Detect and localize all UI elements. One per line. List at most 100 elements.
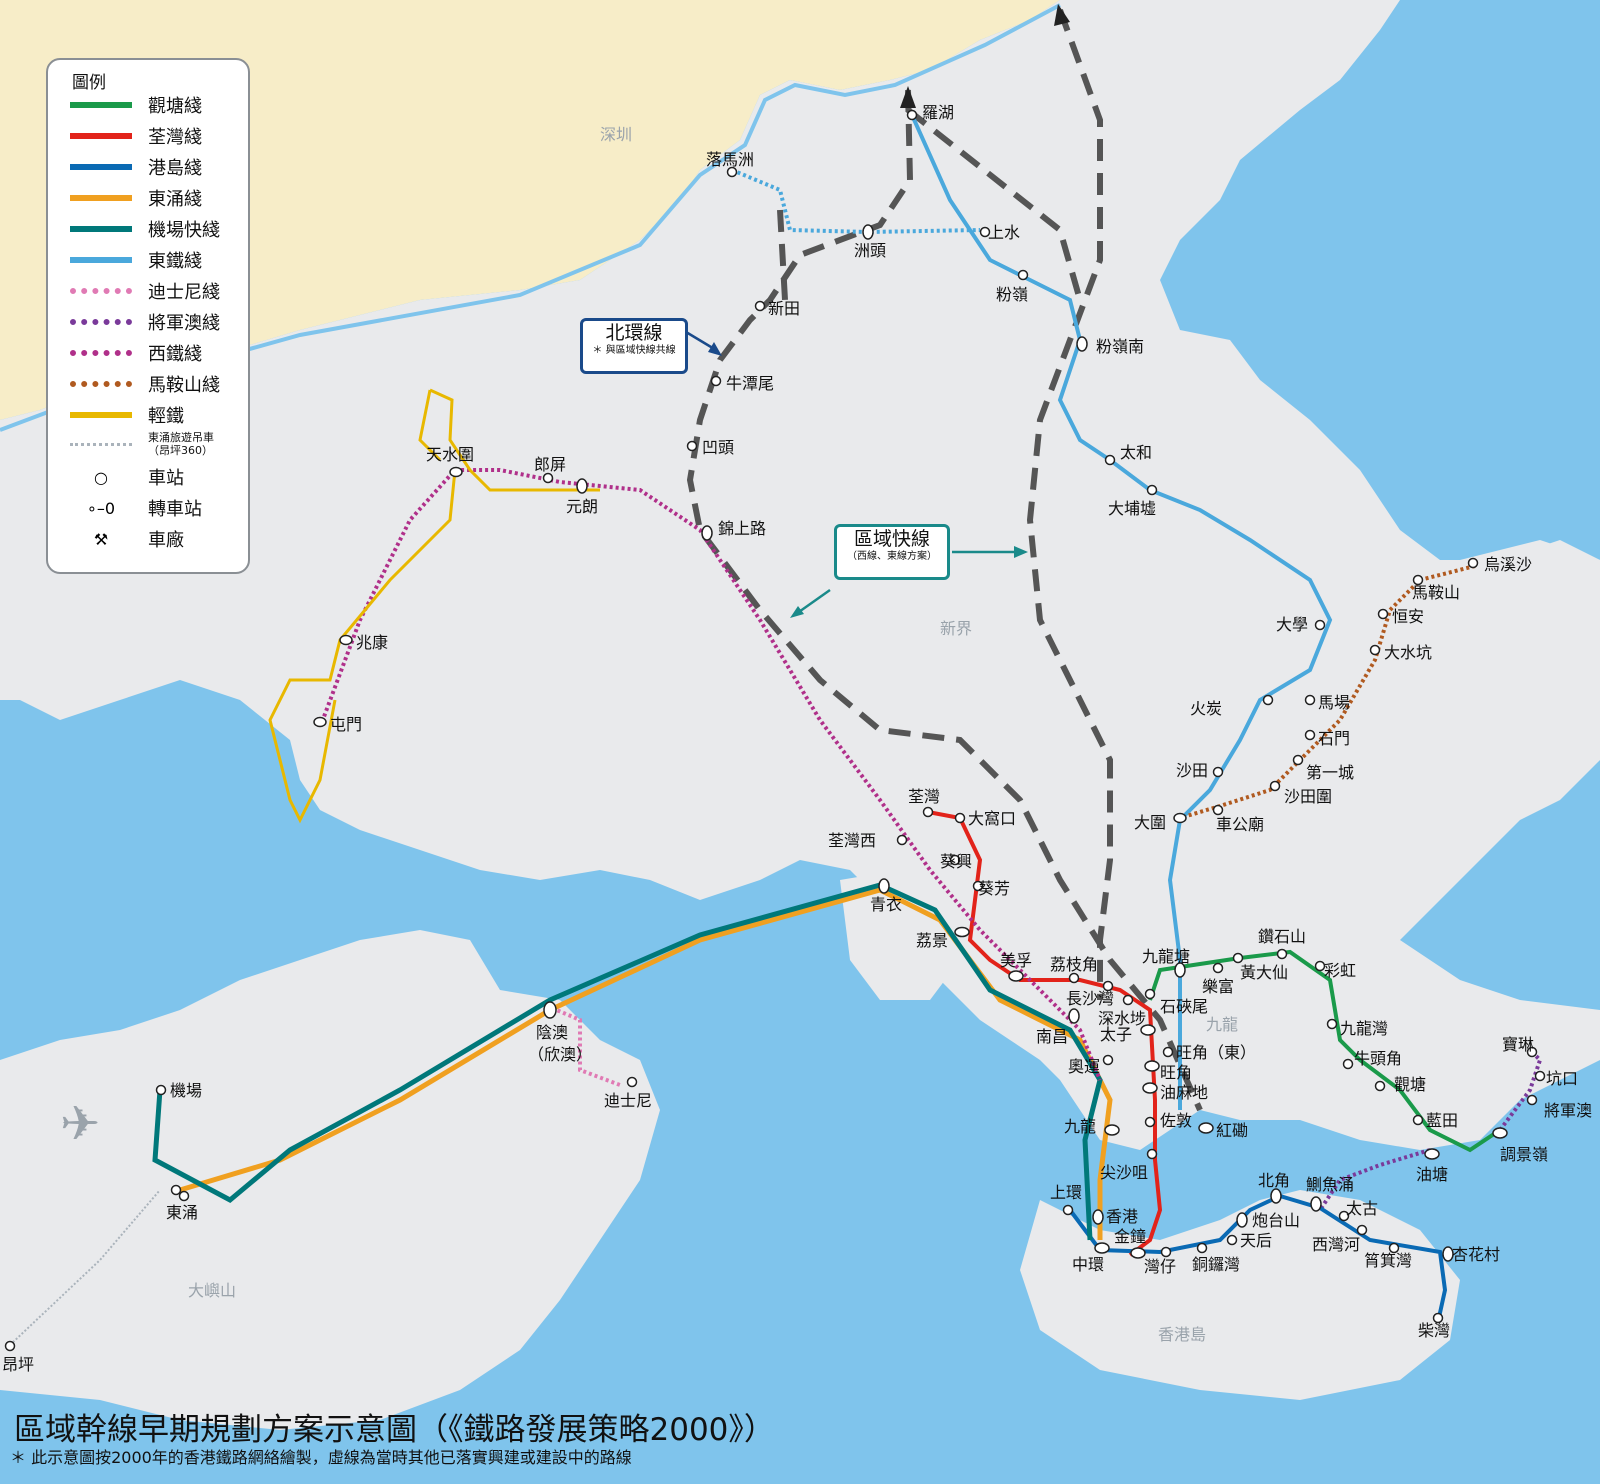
legend-label: 荃灣綫 bbox=[148, 127, 202, 148]
station-admiralty: 金鐘 bbox=[1114, 1227, 1146, 1246]
line-light-rail bbox=[268, 388, 600, 824]
station-lok-ma-chau: 落馬洲 bbox=[706, 150, 754, 169]
station-tai-wai: 大圍 bbox=[1134, 813, 1166, 832]
station-markers bbox=[4, 109, 1546, 1352]
station-kowloon-tong: 九龍塘 bbox=[1142, 947, 1190, 966]
station-tsim-sha-tsui: 尖沙咀 bbox=[1100, 1163, 1148, 1182]
planned-north-loop bbox=[686, 89, 1203, 1112]
station-ngau-tam-mei: 牛潭尾 bbox=[726, 374, 774, 393]
station-fanling: 粉嶺 bbox=[996, 285, 1028, 304]
border-river bbox=[0, 3, 1061, 432]
legend-label-cable-car: 東涌旅遊吊車 （昂坪360） bbox=[148, 431, 214, 457]
line-airport-express bbox=[152, 882, 1103, 1241]
legend-item: 港島綫 bbox=[70, 154, 202, 180]
station-hong-kong: 香港 bbox=[1106, 1207, 1138, 1226]
legend-swatch bbox=[70, 350, 132, 356]
lantau-island bbox=[0, 930, 660, 1430]
legend-item: ○ 車站 bbox=[70, 464, 184, 490]
station-mong-kok: 旺角 bbox=[1160, 1063, 1192, 1082]
station-kowloon-bay: 九龍灣 bbox=[1340, 1019, 1388, 1038]
legend-label: 西鐵綫 bbox=[148, 344, 202, 365]
legend-item: 東鐵綫 bbox=[70, 247, 202, 273]
hong-kong-island bbox=[1020, 1190, 1460, 1400]
station-ma-chang: 馬場 bbox=[1318, 693, 1350, 712]
station-sai-wan-ho: 西灣河 bbox=[1312, 1235, 1360, 1254]
callout-north-arrowhead bbox=[708, 342, 722, 356]
callout-regional-express-title: 區域快線 bbox=[853, 528, 930, 550]
station-tai-shui-hang: 大水坑 bbox=[1384, 643, 1432, 662]
legend-swatch bbox=[70, 381, 132, 387]
legend-swatch bbox=[70, 102, 132, 108]
station-ma-on-shan: 馬鞍山 bbox=[1412, 583, 1460, 602]
station-fortress-hill: 炮台山 bbox=[1252, 1211, 1300, 1230]
legend-item: ⚒ 車廠 bbox=[70, 526, 184, 552]
station-mong-kok-east: 旺角（東） bbox=[1176, 1043, 1256, 1062]
station-san-tin: 新田 bbox=[768, 299, 800, 318]
legend-cable-car-line2: （昂坪360） bbox=[148, 444, 213, 457]
station-lai-chi-kok: 荔枝角 bbox=[1050, 955, 1098, 974]
new-territories-land bbox=[0, 0, 1600, 1150]
legend-label: 觀塘綫 bbox=[148, 96, 202, 117]
station-tung-chung: 東涌 bbox=[166, 1203, 198, 1222]
station-tuen-mun: 屯門 bbox=[330, 715, 362, 734]
station-heng-on: 恒安 bbox=[1392, 607, 1424, 626]
station-tseung-kwan-o: 將軍澳 bbox=[1544, 1101, 1592, 1120]
legend-title: 圖例 bbox=[72, 73, 106, 93]
legend-label: 機場快綫 bbox=[148, 220, 220, 241]
station-wan-chai: 灣仔 bbox=[1144, 1257, 1176, 1276]
legend-cable-car-line1: 東涌旅遊吊車 bbox=[148, 431, 214, 444]
station-nam-cheong: 南昌 bbox=[1036, 1027, 1068, 1046]
arrow-north bbox=[1054, 4, 1070, 26]
station-tai-wo-hau: 大窩口 bbox=[968, 809, 1016, 828]
station-long-ping: 郎屏 bbox=[534, 455, 566, 474]
legend: 圖例 觀塘綫 荃灣綫 港島綫 東涌綫 機場快綫 東鐵綫 迪士尼綫 將軍澳綫 西鐵綫 馬鞍山綫 輕鐵東… bbox=[46, 58, 250, 574]
legend-item: 機場快綫 bbox=[70, 216, 220, 242]
station-ngong-ping: 昂坪 bbox=[2, 1355, 34, 1374]
legend-label: 迪士尼綫 bbox=[148, 282, 220, 303]
line-west-rail bbox=[320, 468, 1102, 1081]
legend-label: 將軍澳綫 bbox=[148, 313, 220, 334]
legend-swatch bbox=[70, 195, 132, 201]
legend-item: 西鐵綫 bbox=[70, 340, 202, 366]
legend-label: 東涌綫 bbox=[148, 189, 202, 210]
station-sunny-bay-alt: （欣澳） bbox=[528, 1045, 592, 1064]
station-sheung-shui: 上水 bbox=[988, 223, 1020, 242]
station-airport: 機場 bbox=[170, 1081, 202, 1100]
legend-label: 東鐵綫 bbox=[148, 251, 202, 272]
station-shek-kip-mei: 石硤尾 bbox=[1160, 997, 1208, 1016]
line-tsuen-wan bbox=[927, 810, 1163, 1257]
station-north-point: 北角 bbox=[1258, 1171, 1290, 1190]
station-lai-king: 荔景 bbox=[916, 931, 948, 950]
station-icon: ○ bbox=[94, 467, 108, 487]
station-sheung-wan: 上環 bbox=[1050, 1183, 1082, 1202]
callout-regional-express: 區域快線 （西線、東線方案） bbox=[834, 524, 950, 580]
station-kam-sheung-road: 錦上路 bbox=[718, 519, 766, 538]
tsing-yi-island bbox=[840, 870, 960, 1000]
area-label-lantau: 大嶼山 bbox=[188, 1281, 236, 1300]
line-disney bbox=[551, 1006, 621, 1087]
station-causeway-bay: 銅鑼灣 bbox=[1192, 1255, 1240, 1274]
callout-north-loop-note: ＊ 與區域快線共線 bbox=[592, 345, 676, 356]
station-mei-foo: 美孚 bbox=[1000, 951, 1032, 970]
station-kwun-tong: 觀塘 bbox=[1394, 1075, 1426, 1094]
station-siu-hong: 兆康 bbox=[356, 633, 388, 652]
station-fanling-south: 粉嶺南 bbox=[1096, 337, 1144, 356]
station-hung-hom: 紅磡 bbox=[1216, 1121, 1248, 1140]
station-fo-tan: 火炭 bbox=[1190, 699, 1222, 718]
legend-item: 馬鞍山綫 bbox=[70, 371, 220, 397]
legend-label: 轉車站 bbox=[148, 499, 202, 520]
station-tsing-yi: 青衣 bbox=[870, 895, 902, 914]
legend-item: 東涌綫 bbox=[70, 185, 202, 211]
station-university: 大學 bbox=[1276, 615, 1308, 634]
area-label-new-territories: 新界 bbox=[940, 619, 972, 638]
station-quarry-bay: 鰂魚涌 bbox=[1306, 1175, 1354, 1194]
station-olympic: 奧運 bbox=[1068, 1057, 1100, 1076]
station-sunny-bay: 陰澳 bbox=[536, 1023, 568, 1042]
legend-item-cable-car: 東涌旅遊吊車 （昂坪360） bbox=[70, 431, 214, 457]
planned-lines bbox=[686, 8, 1203, 1112]
sai-kung-land bbox=[1450, 540, 1600, 780]
legend-swatch bbox=[70, 412, 132, 418]
station-heng-fa-chuen: 杏花村 bbox=[1452, 1245, 1500, 1264]
callout-express-arrow-left bbox=[795, 588, 831, 616]
station-yuen-long: 元朗 bbox=[566, 497, 598, 516]
